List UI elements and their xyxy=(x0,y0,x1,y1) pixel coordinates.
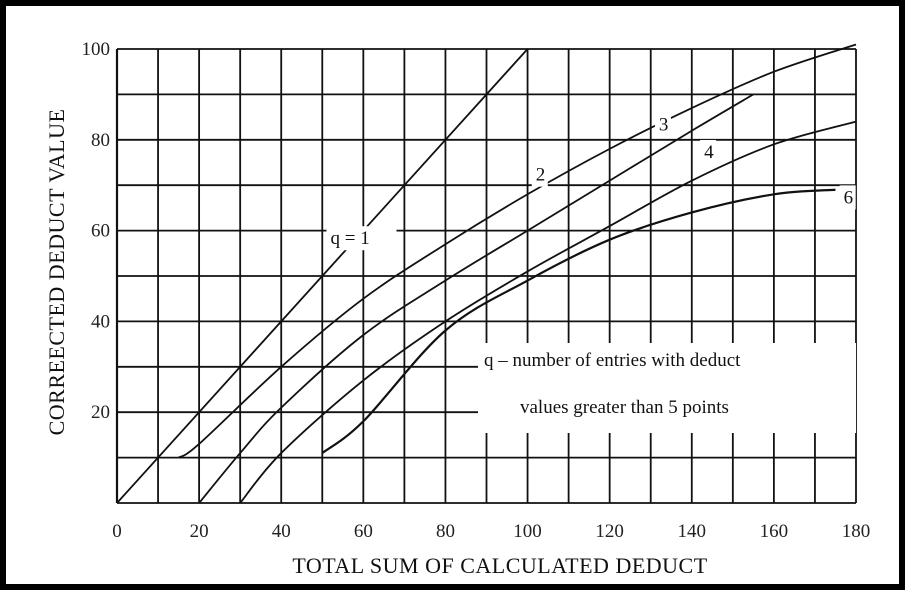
tick-labels: 0 20 40 60 80 100 120 140 160 180 20 40 60 80 100 xyxy=(82,39,871,542)
x-tick-label: 0 xyxy=(112,521,122,542)
y-tick-label: 40 xyxy=(91,311,110,332)
y-tick-label: 80 xyxy=(91,130,110,151)
curve-label-bg xyxy=(700,139,717,164)
x-tick-label: 100 xyxy=(513,521,542,542)
curves xyxy=(116,43,857,504)
x-tick-label: 80 xyxy=(436,521,455,542)
x-tick-label: 120 xyxy=(595,521,624,542)
x-tick-label: 60 xyxy=(354,521,373,542)
curve-label-2: 2 xyxy=(536,165,546,186)
curve-label-bg xyxy=(326,226,397,251)
x-tick-label: 20 xyxy=(190,521,209,542)
note-background xyxy=(478,343,856,433)
curve-label-bg xyxy=(654,112,671,137)
y-tick-label: 20 xyxy=(91,402,110,423)
curve-4 xyxy=(239,120,857,504)
curve-label-4: 4 xyxy=(704,142,714,163)
curve-3 xyxy=(198,93,754,504)
x-tick-label: 40 xyxy=(272,521,291,542)
curve-label-bg xyxy=(839,185,856,210)
x-tick-label: 180 xyxy=(842,521,871,542)
curve-labels: q = 1 2 3 4 6 xyxy=(326,112,856,251)
y-tick-label: 60 xyxy=(91,221,110,242)
curve-label-bg xyxy=(531,162,548,187)
curve-label-3: 3 xyxy=(659,115,669,136)
grid xyxy=(115,48,857,504)
curve-5 xyxy=(321,188,836,454)
y-tick-label: 100 xyxy=(82,39,111,60)
x-tick-label: 160 xyxy=(760,521,789,542)
curve-1 xyxy=(116,48,529,504)
curve-label-1: q = 1 xyxy=(330,228,369,249)
y-axis-label: CORREECTED DEDUCT VALUE xyxy=(44,109,69,436)
curve-2 xyxy=(178,43,857,459)
x-tick-label: 140 xyxy=(678,521,707,542)
x-axis-label: TOTAL SUM OF CALCULATED DEDUCT xyxy=(292,553,707,578)
note-line-1: q – number of entries with deduct xyxy=(484,350,741,371)
curve-label-5: 6 xyxy=(844,187,854,208)
note-line-2: values greater than 5 points xyxy=(520,397,729,418)
